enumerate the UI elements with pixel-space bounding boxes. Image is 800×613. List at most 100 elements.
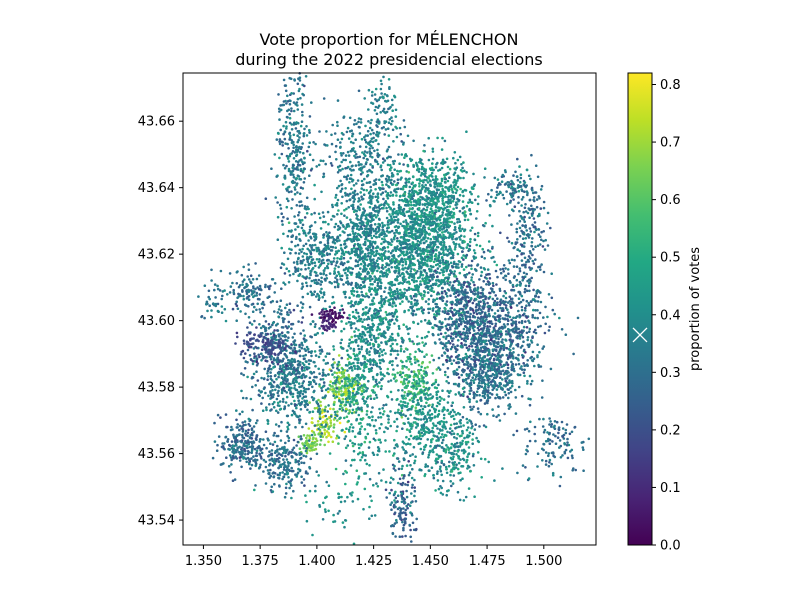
scatter-point: [378, 207, 382, 211]
scatter-point: [368, 327, 372, 331]
scatter-point: [428, 174, 431, 178]
scatter-point: [398, 170, 401, 173]
scatter-point: [367, 446, 371, 449]
scatter-point: [360, 345, 364, 349]
scatter-point: [364, 238, 367, 241]
scatter-point: [523, 368, 526, 372]
scatter-point: [401, 389, 404, 392]
scatter-point: [319, 283, 323, 286]
scatter-point: [335, 371, 339, 375]
scatter-point: [381, 183, 384, 187]
scatter-point: [479, 412, 483, 416]
scatter-point: [338, 382, 342, 385]
scatter-point: [410, 188, 414, 192]
scatter-point: [456, 339, 460, 342]
scatter-point: [411, 257, 415, 261]
scatter-point: [495, 371, 498, 375]
scatter-point: [433, 254, 437, 258]
scatter-point: [377, 228, 381, 232]
scatter-point: [392, 162, 396, 166]
scatter-point: [391, 360, 394, 363]
scatter-point: [470, 379, 473, 382]
scatter-point: [442, 251, 445, 254]
scatter-point: [498, 384, 501, 388]
scatter-point: [472, 355, 476, 359]
scatter-point: [443, 173, 446, 177]
scatter-point: [473, 283, 476, 287]
scatter-point: [384, 352, 387, 355]
scatter-point: [392, 215, 396, 219]
scatter-point: [477, 300, 481, 304]
scatter-point: [448, 359, 451, 363]
scatter-point: [442, 226, 446, 229]
scatter-point: [498, 381, 502, 385]
scatter-point: [406, 222, 410, 226]
scatter-point: [389, 303, 392, 307]
scatter-point: [416, 270, 419, 273]
scatter-point: [331, 245, 335, 249]
scatter-point: [465, 301, 469, 304]
scatter-point: [455, 373, 459, 377]
scatter-point: [365, 337, 368, 341]
scatter-point: [447, 309, 450, 313]
scatter-point: [406, 238, 409, 242]
scatter-point: [426, 246, 429, 249]
scatter-point: [358, 199, 361, 202]
scatter-point: [307, 266, 310, 270]
scatter-point: [408, 243, 412, 246]
scatter-point: [377, 301, 381, 305]
scatter-point: [391, 305, 394, 308]
scatter-point: [337, 354, 341, 357]
scatter-point: [326, 241, 330, 245]
scatter-point: [456, 333, 460, 337]
scatter-point: [389, 282, 392, 286]
scatter-point: [504, 278, 508, 282]
scatter-point: [444, 186, 447, 189]
scatter-point: [315, 258, 319, 261]
scatter-point: [505, 353, 509, 357]
scatter-point: [328, 305, 332, 309]
scatter-point: [483, 350, 486, 354]
scatter-point: [526, 379, 529, 383]
scatter-point: [481, 317, 484, 321]
scatter-point: [442, 269, 445, 272]
scatter-point: [472, 255, 476, 258]
scatter-point: [505, 361, 509, 364]
scatter-point: [452, 156, 455, 160]
scatter-point: [496, 362, 500, 366]
scatter-point: [458, 220, 462, 223]
scatter-point: [430, 250, 433, 254]
scatter-point: [410, 193, 413, 196]
scatter-point: [387, 203, 390, 206]
scatter-point: [342, 268, 346, 272]
scatter-point: [336, 235, 339, 239]
scatter-point: [478, 311, 481, 315]
scatter-point: [415, 222, 419, 225]
scatter-point: [472, 288, 476, 291]
scatter-point: [428, 220, 432, 223]
scatter-point: [447, 334, 450, 338]
scatter-point: [506, 369, 509, 373]
scatter-point: [488, 250, 492, 253]
scatter-point: [419, 280, 422, 283]
scatter-point: [389, 291, 393, 294]
scatter-point: [389, 390, 393, 394]
scatter-point: [463, 218, 467, 222]
scatter-point: [479, 286, 483, 289]
scatter-point: [388, 323, 392, 326]
scatter-point: [292, 261, 296, 264]
scatter-point: [499, 396, 502, 400]
scatter-point: [391, 193, 395, 197]
scatter-point: [466, 218, 470, 222]
scatter-point: [426, 237, 430, 240]
scatter-point: [350, 187, 353, 191]
scatter-point: [458, 155, 462, 159]
scatter-point: [322, 236, 325, 239]
scatter-point: [310, 255, 313, 259]
scatter-point: [451, 287, 455, 290]
scatter-point: [352, 246, 356, 250]
scatter-point: [337, 184, 341, 188]
scatter-point: [427, 298, 431, 301]
scatter-point: [394, 269, 397, 273]
scatter-point: [468, 247, 471, 251]
